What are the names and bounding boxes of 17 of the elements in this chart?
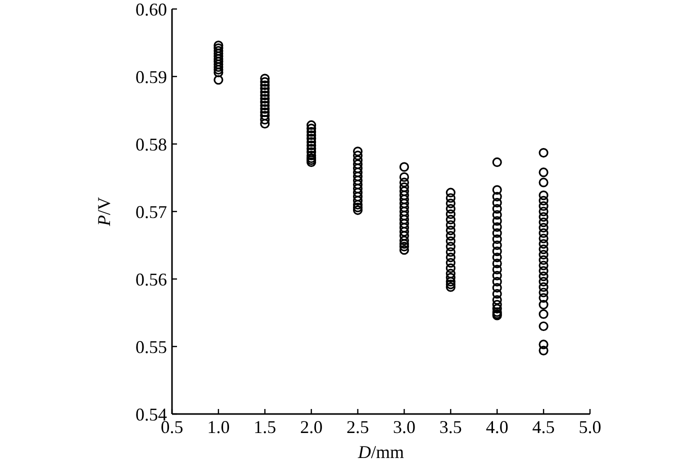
- y-tick-label: 0.58: [136, 134, 167, 154]
- x-tick-label: 3.5: [439, 417, 462, 437]
- x-tick-label: 2.5: [346, 417, 370, 437]
- x-axis-title: D/mm: [356, 442, 404, 462]
- y-tick-label: 0.56: [136, 269, 167, 290]
- y-tick-label: 0.59: [136, 66, 167, 87]
- x-tick-label: 1.5: [254, 417, 276, 437]
- x-tick-label: 3.0: [392, 417, 416, 437]
- y-axis-title: P/V: [94, 197, 114, 227]
- x-tick-label: 5.0: [578, 417, 602, 437]
- y-tick-label: 0.57: [136, 202, 167, 222]
- x-tick-label: 4.0: [486, 417, 508, 437]
- x-tick-label: 4.5: [532, 417, 555, 437]
- y-tick-label: 0.60: [136, 0, 167, 20]
- x-tick-label: 2.0: [300, 417, 323, 437]
- x-tick-label: 1.0: [207, 417, 230, 437]
- y-tick-label: 0.55: [136, 336, 167, 357]
